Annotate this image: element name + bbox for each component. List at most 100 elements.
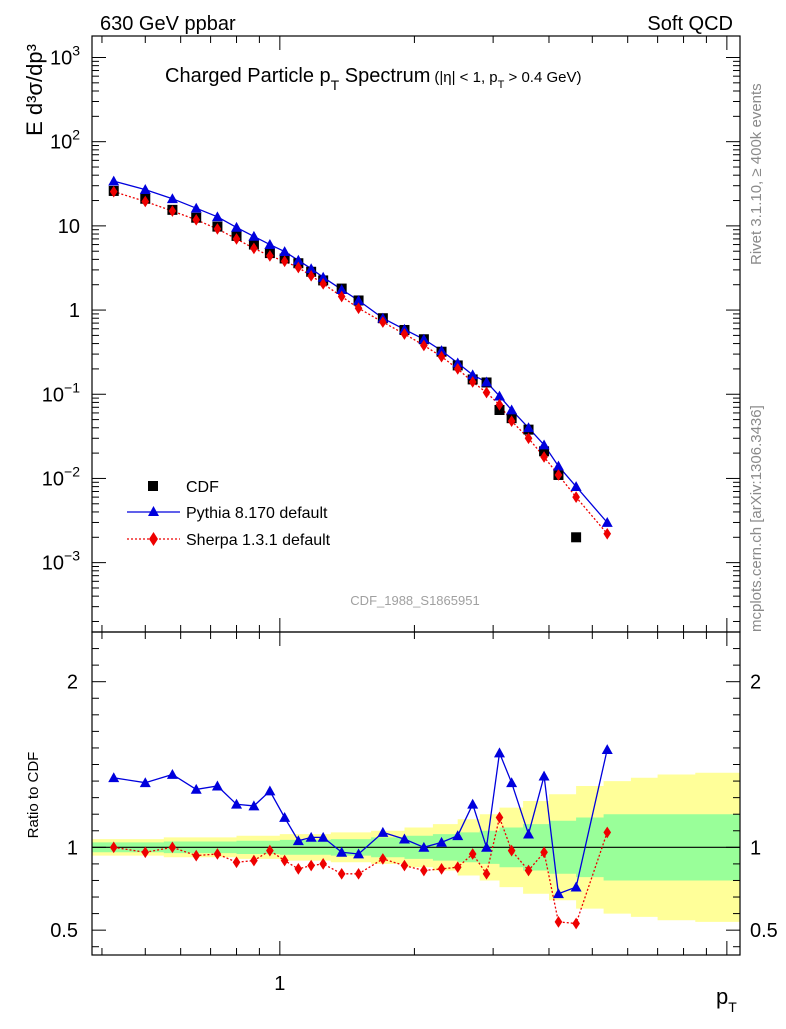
sherpa-point bbox=[141, 195, 150, 208]
main-series-markers bbox=[108, 175, 613, 543]
ratio-sherpa-point bbox=[495, 811, 504, 824]
legend-sherpa-label: Sherpa 1.3.1 default bbox=[186, 532, 331, 549]
sherpa-point bbox=[603, 527, 612, 540]
ratio-sherpa-point bbox=[482, 867, 491, 880]
main-ytick-label: 102 bbox=[50, 127, 80, 154]
sherpa-point bbox=[307, 269, 315, 282]
sherpa-point bbox=[507, 415, 516, 427]
header-left: 630 GeV ppbar bbox=[100, 13, 236, 35]
sherpa-point bbox=[524, 432, 533, 445]
pythia-point bbox=[166, 193, 178, 204]
main-ytick-label: 103 bbox=[50, 42, 80, 69]
main-ytick-label: 10−2 bbox=[42, 463, 80, 490]
legend-pythia-label: Pythia 8.170 default bbox=[186, 505, 328, 522]
pythia-point bbox=[264, 239, 276, 249]
ratio-pythia-point bbox=[317, 831, 329, 842]
ratio-pythia-point bbox=[377, 826, 389, 837]
sherpa-point bbox=[572, 491, 580, 503]
main-ytick-label: 10−1 bbox=[42, 379, 80, 406]
ratio-ylabel: Ratio to CDF bbox=[25, 752, 42, 839]
sherpa-point bbox=[495, 398, 504, 411]
legend-cdf-marker bbox=[148, 481, 158, 491]
ratio-sherpa-point bbox=[554, 916, 563, 928]
ratio-ytick-label: 1 bbox=[67, 837, 78, 859]
sherpa-point bbox=[192, 213, 201, 226]
ratio-ytick-label: 2 bbox=[67, 672, 78, 694]
sherpa-point bbox=[437, 350, 446, 363]
main-ytick-label: 1 bbox=[69, 300, 80, 322]
ratio-pythia-point bbox=[231, 798, 243, 809]
main-ytick-label: 10−3 bbox=[42, 548, 80, 575]
pythia-point bbox=[292, 254, 304, 265]
ratio-sherpa-point bbox=[294, 863, 303, 875]
sherpa-point bbox=[540, 451, 548, 463]
ratio-pythia-point bbox=[436, 836, 448, 847]
ytick-exp: −2 bbox=[64, 463, 80, 479]
ytick-exp: 3 bbox=[72, 42, 80, 58]
sherpa-point bbox=[280, 255, 289, 268]
sherpa-point bbox=[468, 376, 477, 388]
ratio-pythia-point bbox=[305, 831, 317, 842]
sherpa-point bbox=[400, 328, 409, 340]
main-series-curves bbox=[113, 180, 608, 535]
ratio-pythia-point bbox=[552, 888, 564, 899]
title-main: Charged Particle p bbox=[165, 65, 331, 87]
ytick-base: 10 bbox=[58, 216, 80, 238]
ratio-sherpa-point bbox=[280, 854, 289, 867]
pythia-point bbox=[336, 284, 348, 295]
main-curve-1 bbox=[113, 180, 608, 523]
pythia-point bbox=[139, 184, 151, 194]
title-sub: T bbox=[331, 77, 340, 93]
ratio-pythia-point bbox=[139, 777, 151, 788]
legend-pythia-marker bbox=[148, 506, 159, 516]
ratio-pythia-point bbox=[418, 841, 430, 852]
ratio-sherpa-point bbox=[468, 848, 477, 860]
legend: CDF Pythia 8.170 default Sherpa 1.3.1 de… bbox=[127, 479, 331, 549]
ratio-sherpa-point bbox=[337, 867, 346, 880]
sherpa-point bbox=[482, 386, 491, 399]
ratio-sherpa-point bbox=[572, 917, 580, 930]
ratio-curve-1 bbox=[113, 815, 608, 925]
main-curve-2 bbox=[113, 190, 608, 535]
ratio-pythia-point bbox=[292, 835, 304, 846]
mcplots-label: mcplots.cern.ch [arXiv:1306.3436] bbox=[748, 405, 765, 632]
rivet-label: Rivet 3.1.10, ≥ 400k events bbox=[748, 83, 765, 265]
ratio-pythia-point bbox=[452, 830, 464, 841]
ratio-frame bbox=[91, 631, 741, 956]
sherpa-point bbox=[420, 339, 428, 352]
xlabel: pT bbox=[716, 984, 737, 1015]
ratio-sherpa-point bbox=[507, 844, 516, 857]
title-cuts: (|η| < 1, p bbox=[434, 69, 497, 86]
ratio-ytick-label-right: 1 bbox=[750, 837, 761, 859]
plot-title: Charged Particle pT Spectrum (|η| < 1, pT… bbox=[165, 65, 581, 93]
ratio-pythia-point bbox=[538, 770, 550, 781]
ratio-sherpa-point bbox=[524, 864, 533, 877]
title-cuts-sub: T bbox=[498, 79, 505, 91]
pythia-point bbox=[279, 246, 291, 256]
cdf-point bbox=[571, 532, 582, 543]
xlabel-sub: T bbox=[728, 999, 737, 1015]
ratio-sherpa-point bbox=[379, 853, 387, 865]
ratio-sherpa-point bbox=[109, 841, 118, 854]
ratio-sherpa-point bbox=[307, 859, 315, 872]
ytick-base: 1 bbox=[69, 300, 80, 322]
ytick-base: 10 bbox=[42, 468, 64, 490]
pythia-point bbox=[317, 271, 329, 282]
pythia-point bbox=[552, 460, 564, 471]
ytick-base: 10 bbox=[50, 47, 72, 69]
sherpa-point bbox=[109, 185, 118, 198]
pythia-point bbox=[506, 404, 518, 415]
xtick-label: 1 bbox=[274, 973, 285, 995]
legend-cdf-label: CDF bbox=[186, 479, 219, 496]
sherpa-point bbox=[294, 261, 303, 274]
ratio-sherpa-point bbox=[232, 856, 241, 869]
ytick-base: 10 bbox=[50, 132, 72, 154]
pythia-point bbox=[538, 439, 550, 450]
analysis-id: CDF_1988_S1865951 bbox=[350, 593, 479, 608]
ratio-pythia-point bbox=[353, 848, 365, 859]
plot-frames bbox=[91, 35, 741, 956]
ratio-pythia-point bbox=[108, 772, 120, 783]
sherpa-point bbox=[319, 277, 327, 290]
pythia-point bbox=[190, 202, 202, 213]
